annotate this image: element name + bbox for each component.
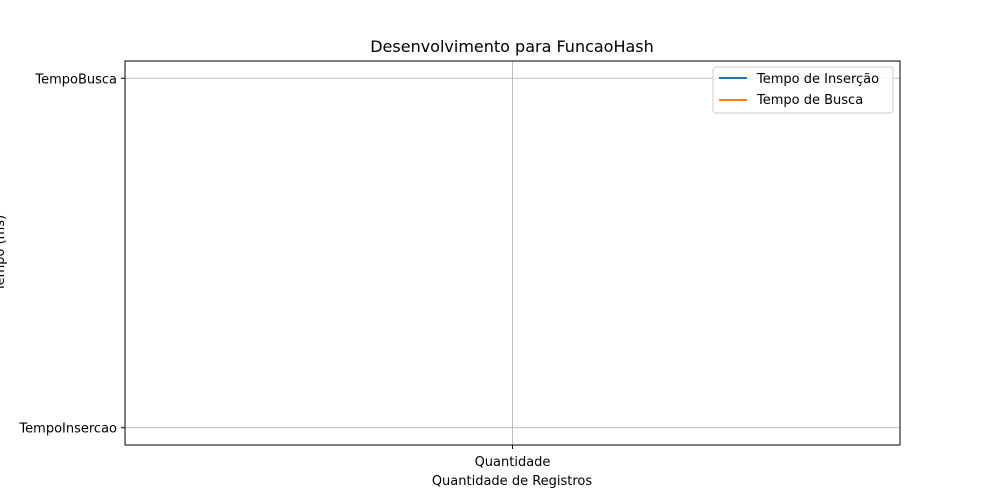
chart-title: Desenvolvimento para FuncaoHash xyxy=(370,37,654,56)
x-tick-label: Quantidade xyxy=(475,455,551,470)
legend-box xyxy=(712,66,894,114)
y-tick-label: TempoBusca xyxy=(34,72,117,87)
x-axis-label: Quantidade de Registros xyxy=(432,474,593,489)
legend-label-insercao: Tempo de Inserção xyxy=(756,72,879,87)
x-ticks: Quantidade xyxy=(475,445,551,470)
grid-lines xyxy=(125,61,900,445)
y-axis-label: Tempo (ms) xyxy=(0,215,8,292)
y-ticks: TempoInsercao TempoBusca xyxy=(18,72,125,437)
y-tick-label: TempoInsercao xyxy=(18,422,117,437)
legend: Tempo de Inserção Tempo de Busca xyxy=(712,66,894,114)
legend-label-busca: Tempo de Busca xyxy=(756,93,863,108)
